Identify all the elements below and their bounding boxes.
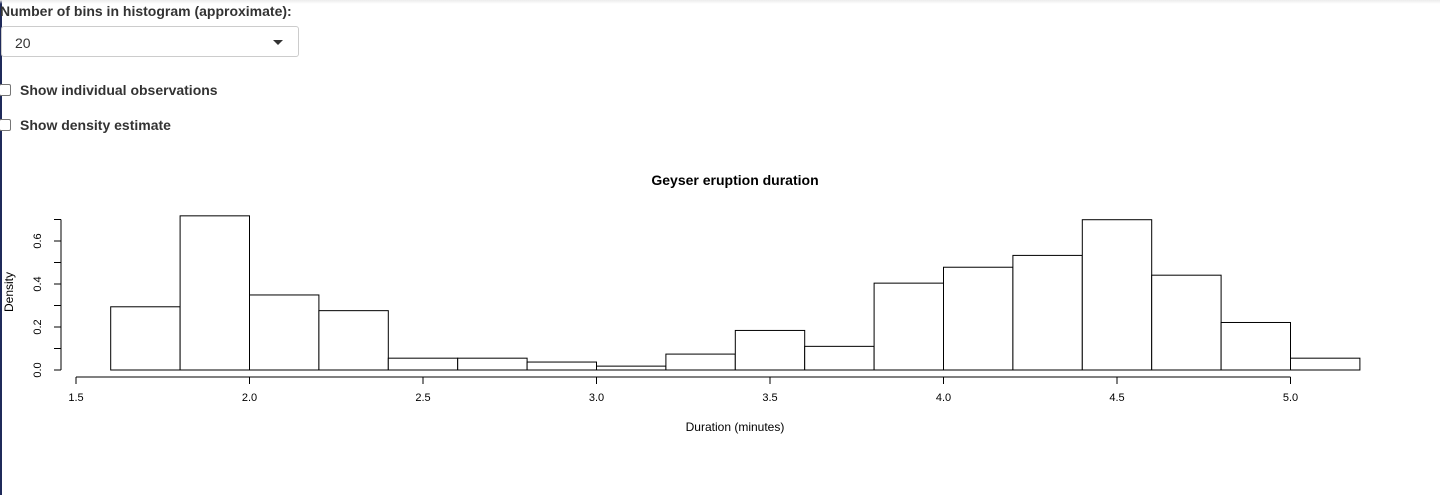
left-accent-rule (0, 0, 2, 495)
histogram-bar (318, 310, 389, 371)
histogram-bar (1081, 219, 1153, 371)
x-tick-label: 1.5 (68, 392, 83, 404)
show-observations-label: Show individual observations (20, 82, 218, 98)
histogram-bar (804, 345, 875, 371)
histogram-bar (387, 357, 459, 371)
y-axis-label: Density (2, 272, 16, 312)
show-density-row[interactable]: Show density estimate (0, 116, 171, 134)
y-tick-label: 0.2 (32, 319, 44, 334)
histogram-bar (179, 215, 251, 371)
bins-select[interactable]: 20 (1, 26, 299, 57)
histogram-bar (734, 329, 806, 371)
histogram-bar (457, 357, 528, 371)
x-tick-label: 2.0 (242, 392, 257, 404)
histogram-bar (873, 282, 944, 371)
show-observations-row[interactable]: Show individual observations (0, 81, 218, 99)
show-density-label: Show density estimate (20, 117, 171, 133)
histogram-bar (665, 353, 736, 371)
histogram-bar (1290, 357, 1361, 371)
histogram-bar (943, 266, 1014, 371)
x-tick-label: 5.0 (1283, 392, 1298, 404)
x-tick-label: 3.0 (589, 392, 604, 404)
histogram-bar (1012, 254, 1083, 371)
y-tick-label: 0.0 (32, 362, 44, 377)
x-tick-label: 3.5 (762, 392, 777, 404)
top-shadow (0, 0, 1440, 4)
histogram-bar (526, 361, 597, 371)
chevron-down-icon (273, 40, 283, 45)
histogram-bar (110, 306, 181, 371)
histogram-bar (596, 365, 667, 371)
x-tick-label: 2.5 (415, 392, 430, 404)
chart-title: Geyser eruption duration (651, 172, 818, 188)
x-axis: 1.5 2.0 2.5 3.0 3.5 4.0 4.5 5.0 (68, 376, 1298, 404)
x-tick-label: 4.5 (1109, 392, 1124, 404)
y-axis: 0.0 0.2 0.4 0.6 (32, 219, 62, 378)
bins-label: Number of bins in histogram (approximate… (0, 3, 292, 19)
y-tick-label: 0.6 (32, 233, 44, 248)
x-tick-label: 4.0 (936, 392, 951, 404)
show-observations-checkbox[interactable] (0, 84, 11, 96)
show-density-checkbox[interactable] (0, 119, 11, 131)
y-tick-label: 0.4 (32, 276, 44, 291)
bins-selected-value: 20 (15, 35, 31, 51)
histogram-bar (1220, 321, 1291, 371)
histogram-bar (249, 294, 320, 371)
histogram-bars (110, 215, 1361, 371)
histogram-bar (1151, 274, 1222, 371)
x-axis-label: Duration (minutes) (686, 420, 785, 434)
histogram-chart: Geyser eruption duration Duration (minut… (2, 172, 1361, 434)
